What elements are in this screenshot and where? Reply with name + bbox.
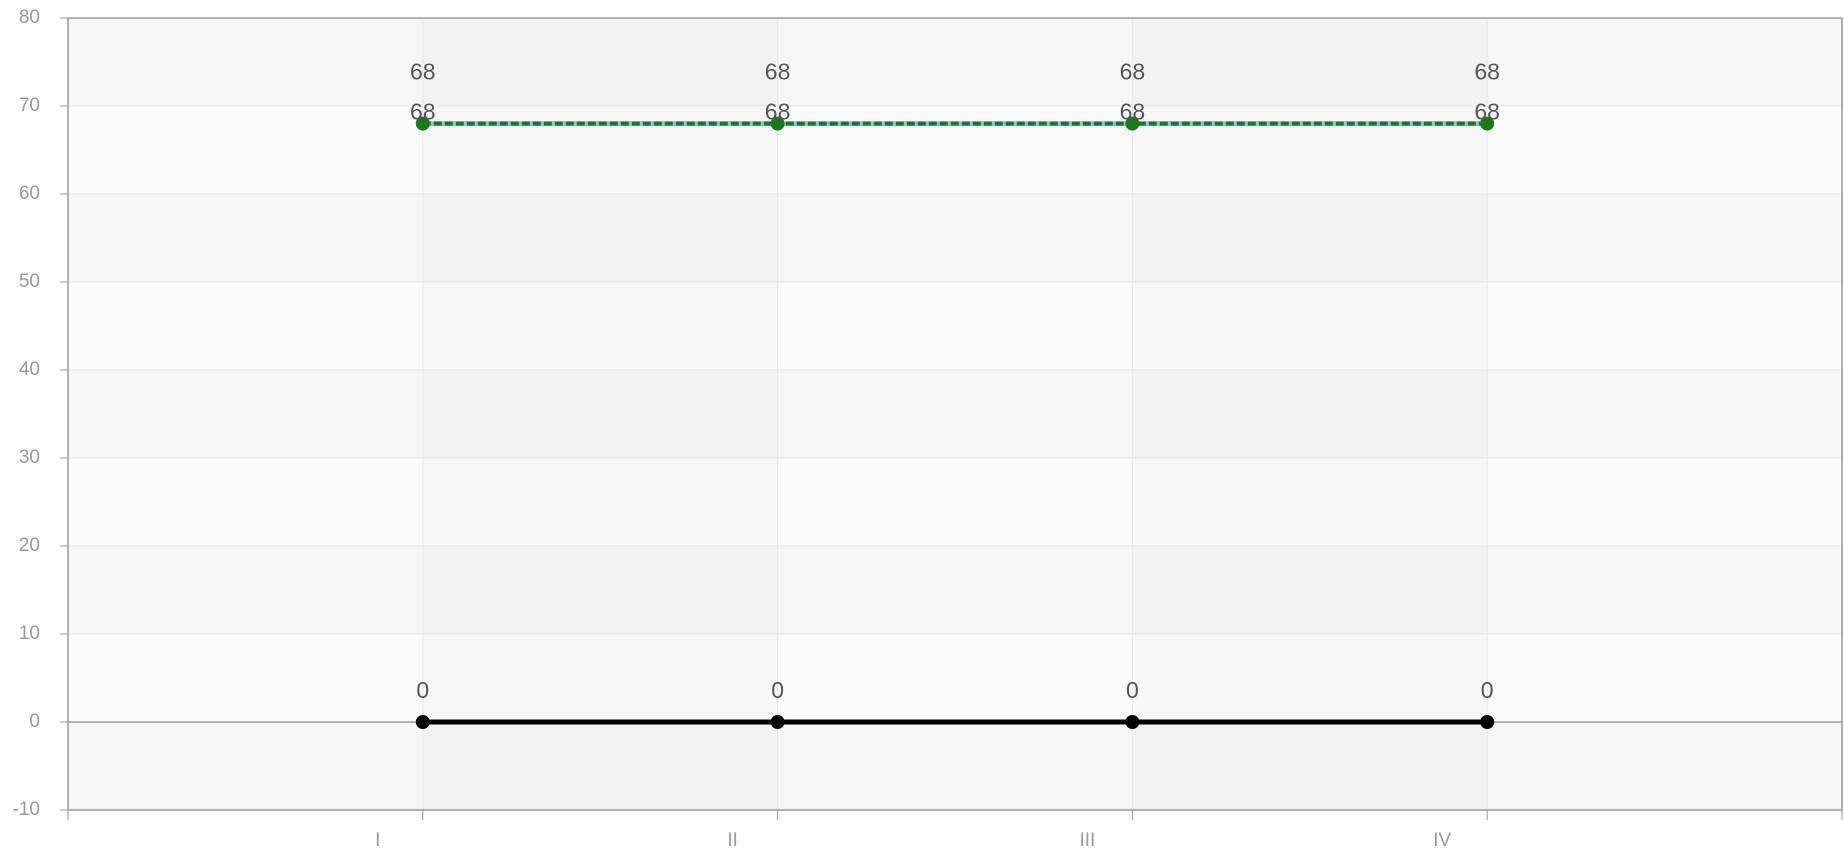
point [1480, 116, 1495, 131]
data-label: 68 [1474, 59, 1500, 85]
stripe [68, 194, 1842, 282]
stripe [68, 722, 1842, 810]
stripe [68, 106, 1842, 194]
data-label: 68 [1474, 99, 1500, 125]
x-tick-label: I [375, 830, 380, 851]
y-tick-label: 80 [19, 7, 40, 28]
point [415, 116, 430, 131]
stripe [68, 18, 1842, 106]
point [1125, 116, 1140, 131]
x-tick-label: IV [1433, 830, 1451, 851]
y-tick-label: 10 [19, 623, 40, 644]
stripe [68, 370, 1842, 458]
stripe [68, 458, 1842, 546]
column-stripe [423, 18, 778, 810]
column-stripe [1132, 18, 1487, 810]
stripe [68, 282, 1842, 370]
y-tick-label: 30 [19, 447, 40, 468]
data-label: 0 [1481, 677, 1494, 703]
y-tick-label: 50 [19, 271, 40, 292]
y-tick-label: 60 [19, 183, 40, 204]
y-tick-label: 40 [19, 359, 40, 380]
y-tick-label: 0 [29, 711, 40, 732]
data-label: 68 [410, 99, 436, 125]
y-tick-label: 20 [19, 535, 40, 556]
point [415, 715, 430, 729]
y-tick-label: 70 [19, 95, 40, 116]
point [1125, 715, 1140, 729]
stripe [68, 634, 1842, 722]
data-label: 68 [1120, 59, 1146, 85]
plot-frame [67, 17, 1843, 811]
data-label: 0 [416, 677, 429, 703]
data-label: 68 [1120, 99, 1146, 125]
point [770, 715, 785, 729]
x-tick-label: III [1079, 830, 1095, 851]
y-tick-label: -10 [13, 799, 40, 820]
point [770, 116, 785, 131]
data-label: 0 [1126, 677, 1139, 703]
stripe [68, 546, 1842, 634]
data-label: 0 [771, 677, 784, 703]
x-tick-label: II [727, 830, 738, 851]
data-label: 68 [410, 59, 436, 85]
point [1480, 715, 1495, 729]
data-label: 68 [765, 59, 791, 85]
data-label: 68 [765, 99, 791, 125]
